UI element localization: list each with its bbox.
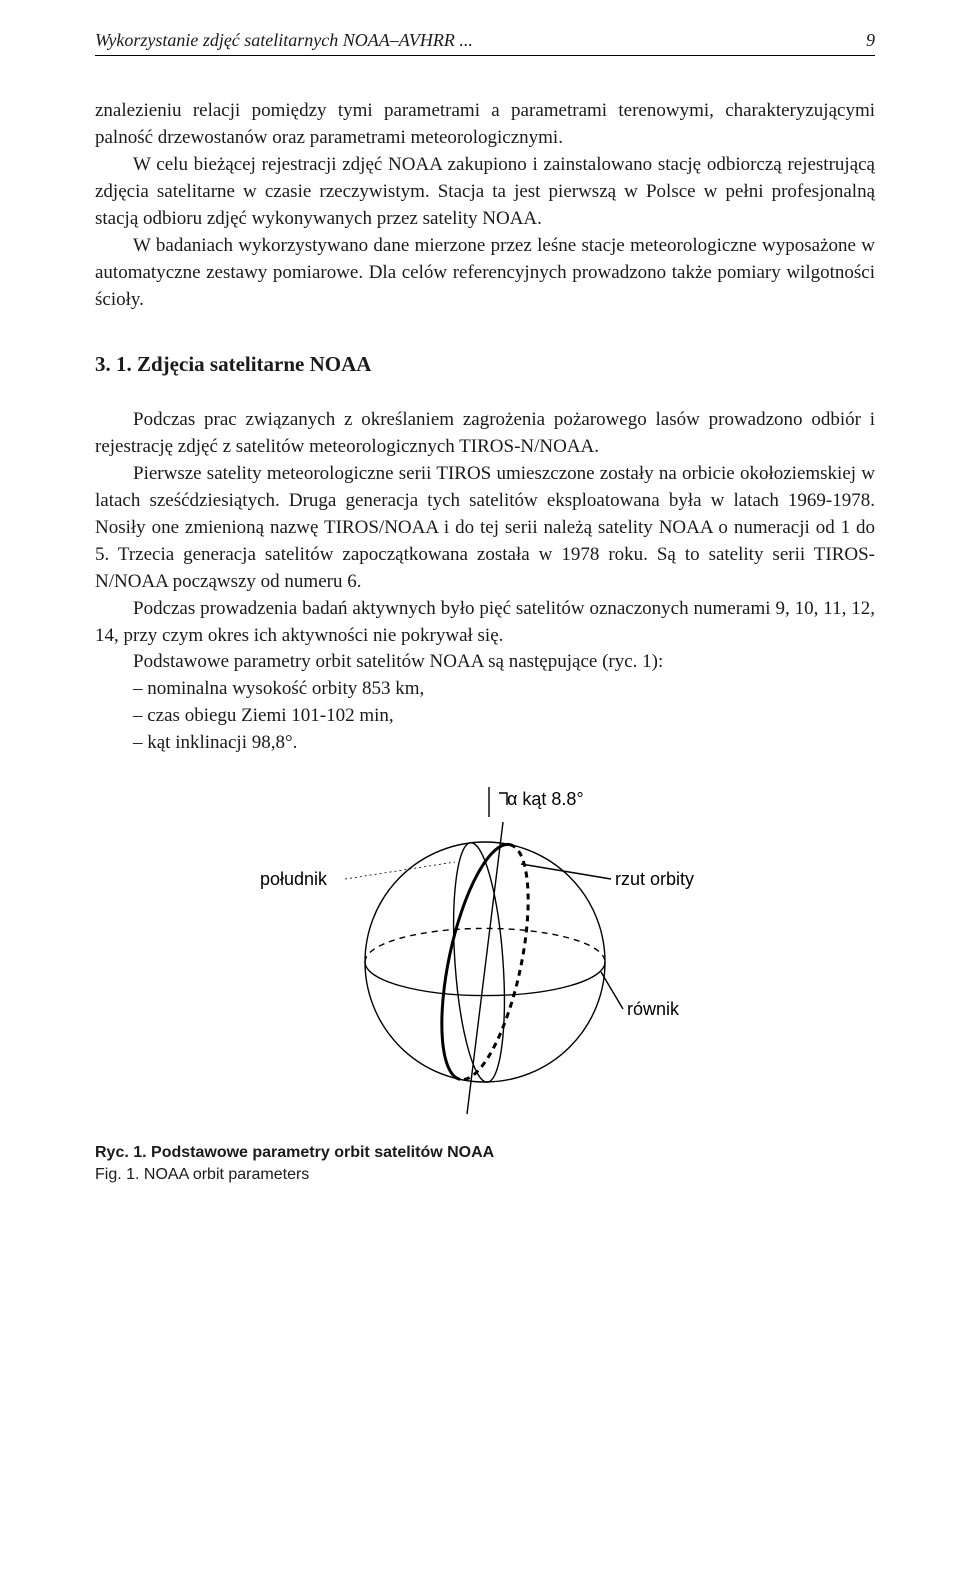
paragraph: Pierwsze satelity meteorologiczne serii … [95, 461, 875, 596]
paragraph: W badaniach wykorzystywano dane mierzone… [95, 233, 875, 314]
list-item: – kąt inklinacji 98,8°. [95, 730, 875, 757]
paragraph: znalezieniu relacji pomiędzy tymi parame… [95, 98, 875, 152]
label-meridian: południk [260, 869, 327, 890]
paragraph: Podczas prowadzenia badań aktywnych było… [95, 596, 875, 650]
running-header: Wykorzystanie zdjęć satelitarnych NOAA–A… [95, 30, 875, 51]
label-orbit: rzut orbity [615, 869, 694, 890]
paragraph: Podczas prac związanych z określaniem za… [95, 407, 875, 461]
running-title: Wykorzystanie zdjęć satelitarnych NOAA–A… [95, 30, 473, 51]
label-equator: równik [627, 999, 679, 1020]
paragraph: W celu bieżącej rejestracji zdjęć NOAA z… [95, 152, 875, 233]
paragraph: Podstawowe parametry orbit satelitów NOA… [95, 649, 875, 676]
caption-eng: Fig. 1. NOAA orbit parameters [95, 1166, 309, 1183]
caption-main: Ryc. 1. Podstawowe parametry orbit satel… [95, 1144, 494, 1161]
section-heading: 3. 1. Zdjęcia satelitarne NOAA [95, 352, 875, 377]
orbit-diagram [275, 787, 695, 1127]
figure-caption: Ryc. 1. Podstawowe parametry orbit satel… [95, 1142, 875, 1185]
list-item: – czas obiegu Ziemi 101-102 min, [95, 703, 875, 730]
figure: α kąt 8.8° południk rzut orbity równik [95, 787, 875, 1132]
header-rule [95, 55, 875, 56]
figure-canvas: α kąt 8.8° południk rzut orbity równik [275, 787, 695, 1132]
label-alpha: α kąt 8.8° [507, 789, 584, 810]
list-item: – nominalna wysokość orbity 853 km, [95, 676, 875, 703]
page-number: 9 [866, 30, 875, 51]
